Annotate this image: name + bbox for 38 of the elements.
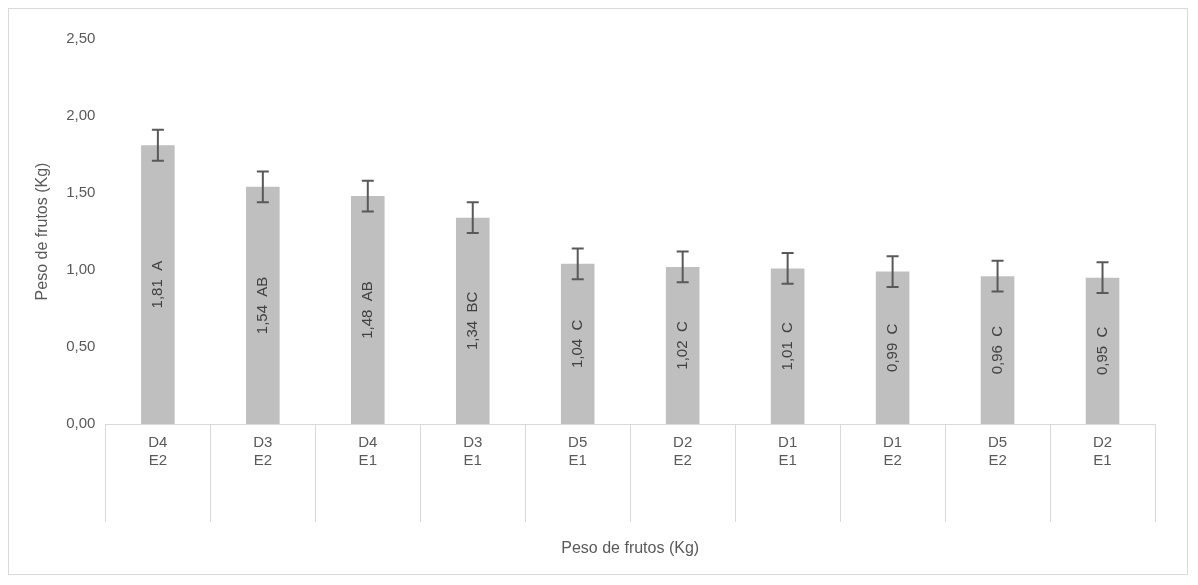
bar <box>665 266 700 424</box>
x-tick-label: D1 E2 <box>883 433 903 469</box>
y-tick-label: 1,00 <box>66 260 96 278</box>
x-tick-label: D4 E1 <box>358 433 378 469</box>
y-tick-label: 2,00 <box>66 106 96 124</box>
data-label: 0,95 C <box>1092 326 1110 376</box>
bar <box>455 217 490 424</box>
x-tick-label: D2 E2 <box>673 433 693 469</box>
x-tick-label: D3 E1 <box>463 433 483 469</box>
x-tick-label: D4 E2 <box>148 433 168 469</box>
data-label: 1,54 AB <box>252 276 270 335</box>
y-axis-title: Peso de frutos (Kg) <box>33 162 51 301</box>
x-tick-label: D2 E1 <box>1092 433 1113 469</box>
data-label: 1,81 A <box>148 260 166 309</box>
data-label: 1,01 C <box>777 321 795 371</box>
y-tick-label: 0,00 <box>66 414 96 432</box>
x-tick-label: D1 E1 <box>778 433 798 469</box>
data-label: 1,02 C <box>672 321 690 370</box>
y-tick-label: 1,50 <box>66 183 96 201</box>
x-axis-title: Peso de frutos (Kg) <box>561 538 700 556</box>
bar <box>770 268 805 424</box>
x-tick-label: D5 E2 <box>987 433 1008 469</box>
bar <box>141 145 175 424</box>
bar <box>351 196 385 424</box>
bar <box>560 263 595 424</box>
x-tick-label: D3 E2 <box>253 433 273 469</box>
bar <box>875 271 910 424</box>
y-tick-label: 2,50 <box>66 29 96 47</box>
data-label: 0,96 C <box>987 325 1005 375</box>
data-label: 1,48 AB <box>357 281 375 339</box>
data-label: 1,04 C <box>567 319 585 369</box>
bar <box>246 186 280 424</box>
bar <box>1085 277 1120 424</box>
x-tick-label: D5 E1 <box>568 433 588 469</box>
data-label: 1,34 BC <box>462 291 480 351</box>
data-label: 0,99 C <box>882 323 900 372</box>
y-tick-label: 0,50 <box>66 337 96 355</box>
bar <box>980 276 1015 424</box>
